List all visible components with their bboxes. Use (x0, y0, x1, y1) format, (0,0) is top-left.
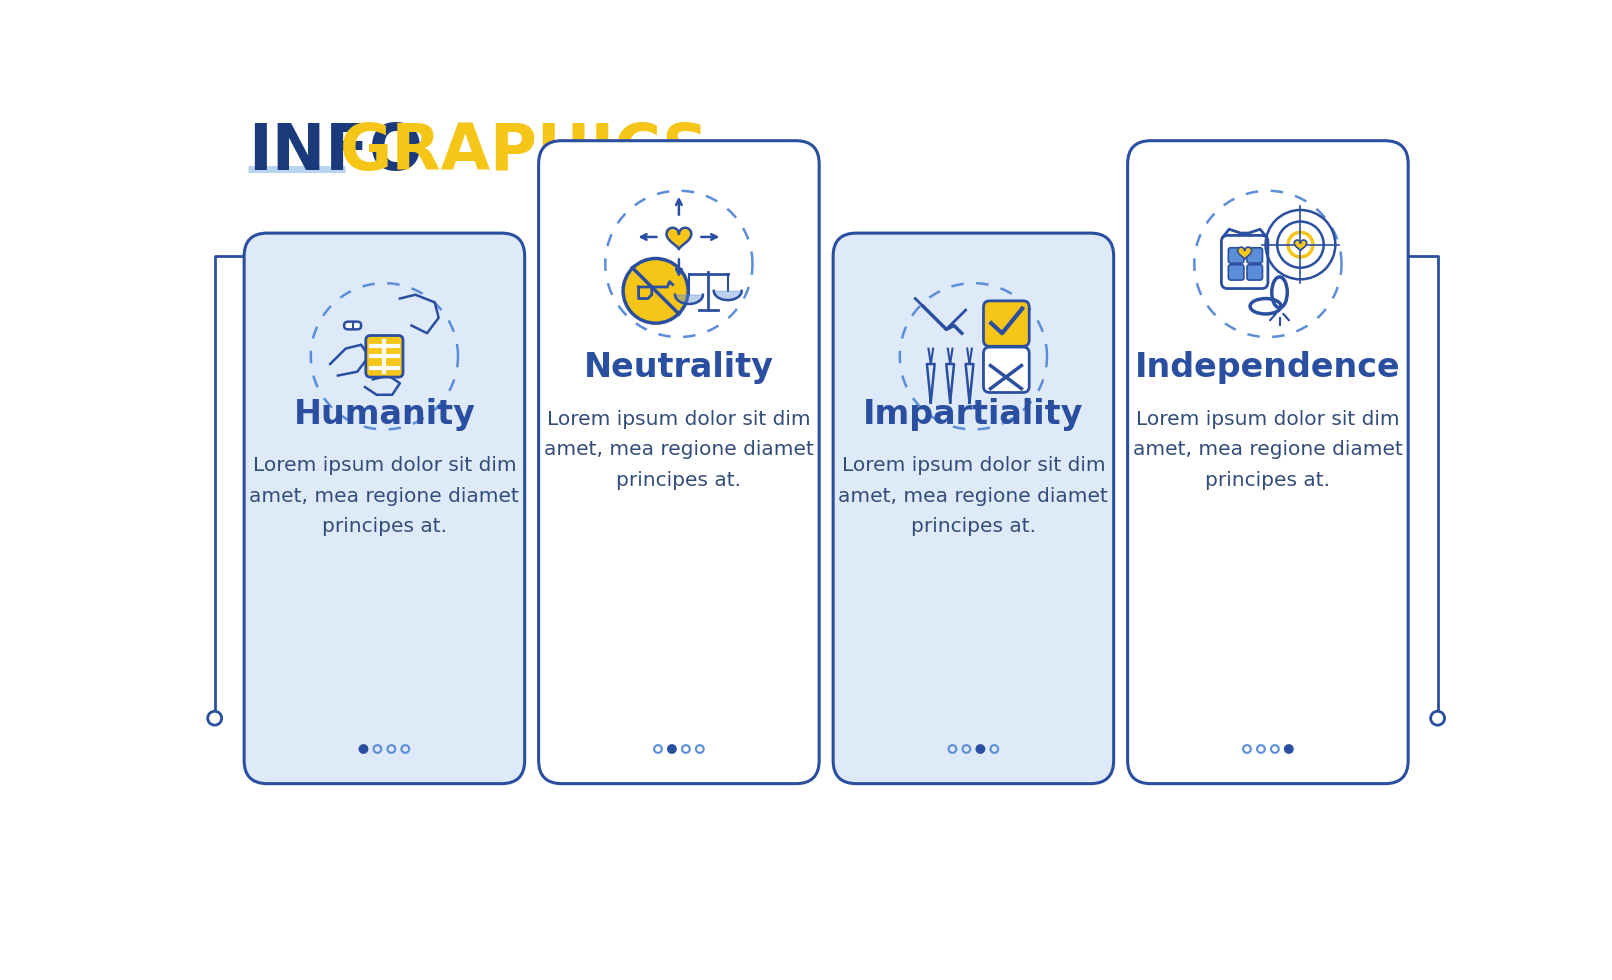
FancyBboxPatch shape (833, 233, 1114, 784)
FancyBboxPatch shape (366, 335, 403, 377)
FancyBboxPatch shape (1228, 248, 1244, 263)
Text: Lorem ipsum dolor sit dim
amet, mea regione diamet
principes at.: Lorem ipsum dolor sit dim amet, mea regi… (543, 411, 814, 490)
FancyBboxPatch shape (983, 301, 1028, 346)
Text: INFO: INFO (248, 122, 422, 183)
Circle shape (208, 711, 222, 725)
FancyBboxPatch shape (1222, 235, 1269, 288)
Text: Humanity: Humanity (293, 398, 476, 430)
FancyBboxPatch shape (1248, 248, 1262, 263)
Polygon shape (1294, 240, 1307, 251)
FancyBboxPatch shape (983, 347, 1028, 392)
FancyBboxPatch shape (538, 141, 819, 784)
Circle shape (977, 745, 985, 753)
Text: Independence: Independence (1135, 352, 1401, 384)
Circle shape (667, 745, 675, 753)
Circle shape (1285, 745, 1293, 753)
Text: Lorem ipsum dolor sit dim
amet, mea regione diamet
principes at.: Lorem ipsum dolor sit dim amet, mea regi… (250, 457, 519, 536)
FancyBboxPatch shape (1128, 141, 1409, 784)
Text: Neutrality: Neutrality (584, 352, 774, 384)
Circle shape (1431, 711, 1444, 725)
Circle shape (359, 745, 368, 753)
FancyBboxPatch shape (1248, 265, 1262, 280)
Text: Lorem ipsum dolor sit dim
amet, mea regione diamet
principes at.: Lorem ipsum dolor sit dim amet, mea regi… (838, 457, 1109, 536)
Text: GRAPHICS: GRAPHICS (340, 122, 709, 183)
FancyBboxPatch shape (1228, 265, 1244, 280)
Circle shape (624, 259, 688, 323)
Text: Lorem ipsum dolor sit dim
amet, mea regione diamet
principes at.: Lorem ipsum dolor sit dim amet, mea regi… (1133, 411, 1402, 490)
Polygon shape (666, 227, 692, 249)
FancyBboxPatch shape (243, 233, 524, 784)
Polygon shape (1238, 247, 1251, 260)
FancyBboxPatch shape (343, 321, 361, 329)
Text: Impartiality: Impartiality (862, 398, 1083, 430)
